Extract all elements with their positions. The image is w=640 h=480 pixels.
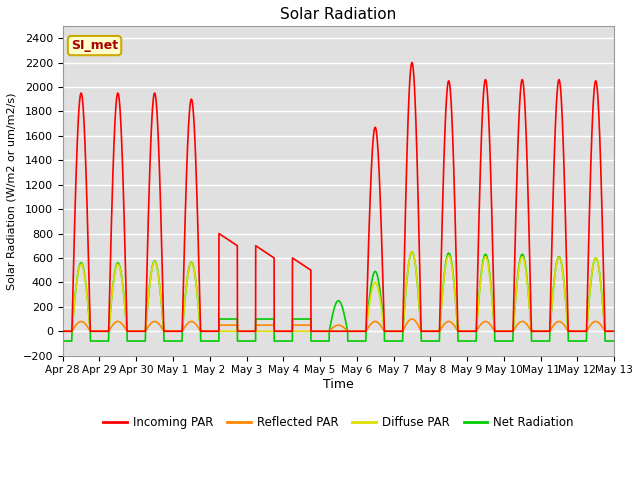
Title: Solar Radiation: Solar Radiation	[280, 7, 397, 22]
Legend: Incoming PAR, Reflected PAR, Diffuse PAR, Net Radiation: Incoming PAR, Reflected PAR, Diffuse PAR…	[99, 411, 579, 433]
Text: SI_met: SI_met	[71, 39, 118, 52]
X-axis label: Time: Time	[323, 378, 354, 391]
Y-axis label: Solar Radiation (W/m2 or um/m2/s): Solar Radiation (W/m2 or um/m2/s)	[7, 92, 17, 289]
